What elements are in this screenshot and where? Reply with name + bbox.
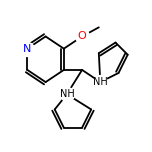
Text: NH: NH — [59, 89, 74, 99]
Text: N: N — [23, 44, 32, 54]
Text: NH: NH — [93, 77, 108, 87]
Text: O: O — [78, 31, 86, 41]
